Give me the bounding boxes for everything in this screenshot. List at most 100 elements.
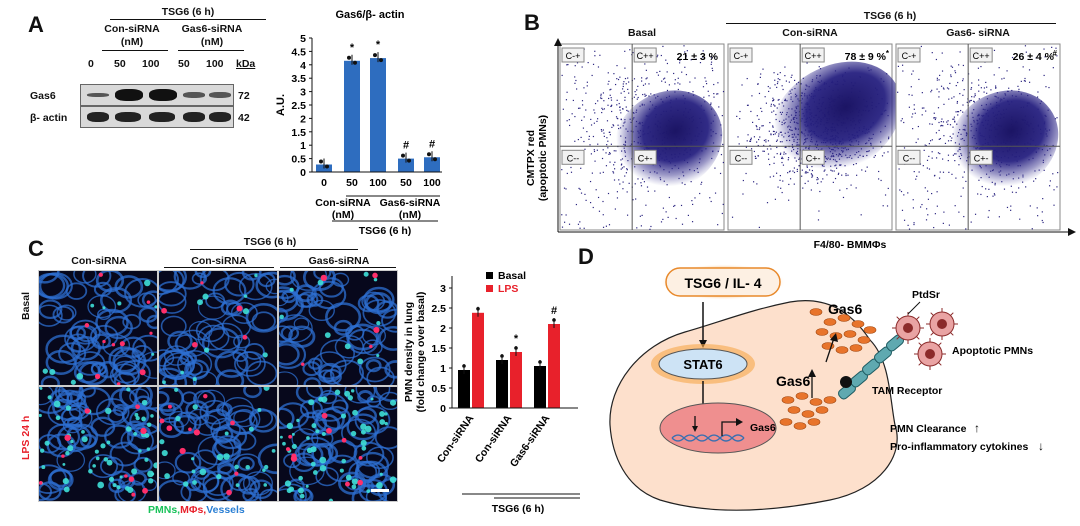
c-col-3: Gas6-siRNA <box>308 255 370 267</box>
flow-sig-mark: # <box>1053 49 1058 58</box>
chart-a-xtick: 50 <box>346 177 358 189</box>
gas6-protein <box>837 314 851 322</box>
quadrant-label: C++ <box>805 51 822 61</box>
chart-a-ytick: 5 <box>300 33 306 45</box>
micro-tile <box>278 270 398 386</box>
c-col-1: Con-siRNA <box>71 255 127 267</box>
chart-c-sig-mark: * <box>514 333 519 345</box>
gas6-protein <box>835 346 849 354</box>
chart-a-ylabel: A.U. <box>275 94 287 116</box>
chart-c-ytick: 1.5 <box>431 343 446 355</box>
chart-c-ytick: 0 <box>440 403 446 415</box>
chart-c-legend-basal: Basal <box>498 270 526 282</box>
chart-c-point <box>552 318 556 322</box>
flow-sig-mark: * <box>886 49 890 58</box>
b-title-gas: Gas6- siRNA <box>946 27 1010 39</box>
chart-a-sig-mark: # <box>403 140 409 152</box>
pmn-density-chart: PMN density in lung (fold change over ba… <box>403 270 580 515</box>
flow-cytometry-plots: C-+ C++ C-- C+- 21 ± 3 % C-+ C++ C-- C+- 78 ± 9 %… <box>525 38 1076 251</box>
chart-a-xtick: 100 <box>423 177 441 189</box>
gas6-protein <box>815 328 829 336</box>
mechanism-diagram: TSG6 / IL- 4 STAT6 Gas6 Gas6 Gas6 TAM Re… <box>609 264 1044 511</box>
chart-a-ytick: 0.5 <box>291 154 306 166</box>
chart-a-point <box>401 153 405 158</box>
quadrant-label: C++ <box>973 51 990 61</box>
a-dose-1: 50 <box>114 58 126 70</box>
b-xlabel: F4/80- BMMΦs <box>814 239 887 251</box>
chart-a-point <box>347 55 351 60</box>
quadrant-label: C-+ <box>566 51 581 61</box>
b-treatment-label: TSG6 (6 h) <box>863 10 917 22</box>
scale-bar <box>371 489 389 492</box>
chart-a-point <box>325 164 329 169</box>
gas6-protein <box>809 398 823 406</box>
gas6-protein <box>781 396 795 404</box>
quadrant-label: C+- <box>974 153 989 163</box>
gas6-protein <box>857 336 871 344</box>
panel-label-c: C <box>28 236 44 261</box>
tsg6-il4-box <box>665 267 781 297</box>
c-treatment-label: TSG6 (6 h) <box>243 236 297 248</box>
chart-c-point <box>500 354 504 358</box>
c-stain-legend: PMNs,MΦs,Vessels <box>148 504 245 516</box>
a-kda-label: kDa <box>236 58 256 70</box>
flow-percent: 26 ± 4 % <box>1013 51 1055 63</box>
gas6-protein <box>793 422 807 430</box>
chart-c-point <box>462 364 466 368</box>
chart-c-xtick: Con-siRNA <box>473 413 515 466</box>
chart-a-group2-l1: Gas6-siRNA <box>380 197 441 209</box>
quadrant-label: C-- <box>567 153 580 163</box>
b-title-con: Con-siRNA <box>782 27 838 39</box>
gas6-bar-chart: Gas6/β- actin A.U. 00.511.522.533.544.55… <box>275 9 442 237</box>
chart-a-ytick: 0 <box>300 167 306 179</box>
a-treatment-label: TSG6 (6 h) <box>161 6 215 18</box>
chart-a-point <box>433 157 437 162</box>
actin-blot <box>80 106 234 128</box>
chart-a-ytick: 2 <box>300 113 306 125</box>
a-dose-3: 50 <box>178 58 190 70</box>
panel-label-d: D <box>578 244 594 269</box>
a-gas-unit: (nM) <box>200 36 224 48</box>
chart-a-sig-mark: # <box>429 138 435 150</box>
chart-a-point <box>427 152 431 157</box>
chart-c-ytick: 2 <box>440 323 446 335</box>
gas6-blot <box>80 84 234 106</box>
gas6-protein <box>843 330 857 338</box>
d-gas6-top: Gas6 <box>828 301 862 317</box>
chart-a-ytick: 4.5 <box>291 46 306 58</box>
chart-c-ytick: 3 <box>440 283 446 295</box>
chart-a-ytick: 3.5 <box>291 73 306 85</box>
chart-c-ytick: 1 <box>440 363 446 375</box>
gas6-protein <box>779 418 793 426</box>
d-cytokines: Pro-inflammatory cytokines <box>890 441 1028 453</box>
gas6-protein <box>815 406 829 414</box>
chart-a-point <box>379 58 383 63</box>
legend-basal-swatch <box>486 272 493 279</box>
legend-pmns: PMNs, <box>148 504 181 516</box>
chart-a-ytick: 2.5 <box>291 100 306 112</box>
d-ptdsr: PtdSr <box>912 289 940 301</box>
gas6-protein <box>807 418 821 426</box>
quadrant-label: C-+ <box>734 51 749 61</box>
micro-tile <box>38 386 158 502</box>
d-gas6-mid: Gas6 <box>776 373 810 389</box>
a-row-gas6: Gas6 <box>30 90 56 102</box>
chart-a-ytick: 1 <box>300 140 306 152</box>
chart-c-bar <box>458 370 470 408</box>
chart-c-ytick: 0.5 <box>431 383 446 395</box>
chart-a-point <box>353 60 357 65</box>
chart-a-point <box>407 158 411 163</box>
chart-a-bar <box>344 60 360 172</box>
quadrant-label: C+- <box>806 153 821 163</box>
chart-a-xtick: 0 <box>321 177 327 189</box>
quadrant-label: C-- <box>735 153 748 163</box>
chart-c-point <box>514 346 518 350</box>
chart-a-xtick: 50 <box>400 177 412 189</box>
b-title-basal: Basal <box>627 27 657 39</box>
chart-c-bar <box>496 360 508 408</box>
chart-c-legend-lps: LPS <box>498 283 518 295</box>
chart-a-sig-mark: * <box>376 39 381 51</box>
a-con-unit: (nM) <box>120 36 144 48</box>
chart-c-bar <box>548 324 560 408</box>
d-receptor: TAM Receptor <box>872 385 942 397</box>
